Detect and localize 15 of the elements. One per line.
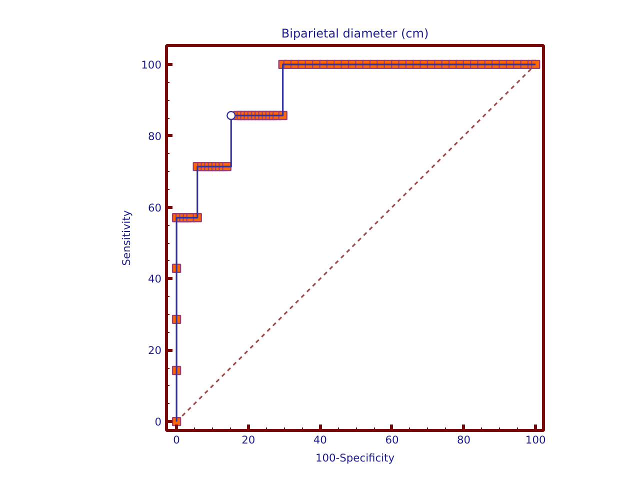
x-tick-label: 40 xyxy=(313,434,328,446)
x-tick-label: 60 xyxy=(385,434,399,446)
x-axis-title: 100-Specificity xyxy=(315,452,395,464)
x-tick-label: 80 xyxy=(457,434,471,446)
y-tick-label: 0 xyxy=(154,416,162,429)
y-tick-label: 100 xyxy=(141,58,162,72)
x-tick-label: 0 xyxy=(173,434,180,446)
y-tick-label: 20 xyxy=(148,344,162,358)
x-tick-label: 100 xyxy=(525,434,546,446)
y-tick-label: 60 xyxy=(148,201,162,214)
x-tick-label: 20 xyxy=(242,434,256,446)
y-axis-title: Sensitivity xyxy=(120,210,134,266)
y-tick-label: 80 xyxy=(148,130,162,143)
chart-title: Biparietal diameter (cm) xyxy=(281,26,429,40)
y-tick-label: 40 xyxy=(148,272,162,286)
